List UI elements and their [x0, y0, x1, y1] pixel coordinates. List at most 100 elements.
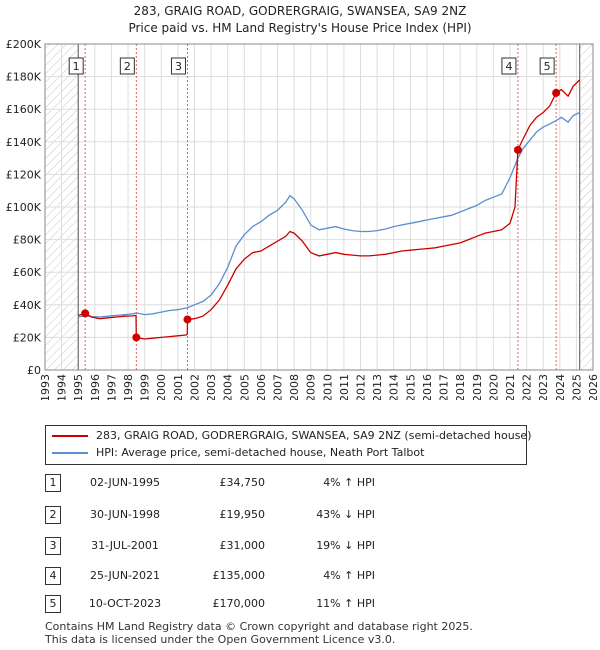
x-tick-label: 2008: [288, 374, 301, 400]
chart-subtitle: Price paid vs. HM Land Registry's House …: [128, 21, 472, 35]
x-tick-label: 2018: [454, 374, 467, 400]
x-tick-label: 2004: [222, 374, 235, 400]
sale-point: [81, 309, 90, 318]
sale-number-badge: 3: [45, 537, 61, 555]
x-tick-label: 1993: [39, 374, 52, 400]
sale-row: 2 30-JUN-1998 £19,950 43% ↓ HPI: [45, 506, 405, 524]
x-tick-label: 2026: [587, 374, 600, 400]
x-tick-label: 2025: [570, 374, 583, 400]
sale-price: £19,950: [219, 508, 266, 521]
sale-number-label: 2: [124, 60, 131, 73]
footer: Contains HM Land Registry data © Crown c…: [45, 620, 473, 646]
sale-row: 3 31-JUL-2001 £31,000 19% ↓ HPI: [45, 537, 405, 555]
plot-border: [44, 43, 594, 371]
x-tick-label: 2002: [188, 374, 201, 400]
x-tick-label: 2012: [355, 374, 368, 400]
sale-date: 30-JUN-1998: [89, 508, 161, 521]
x-tick-label: 2024: [554, 374, 567, 400]
sale-number-box: [501, 57, 517, 75]
legend-item-hpi: HPI: Average price, semi-detached house,…: [52, 445, 424, 461]
sale-date: 31-JUL-2001: [91, 539, 159, 552]
y-tick-label: £40K: [13, 299, 42, 312]
y-tick-label: £100K: [6, 201, 42, 214]
x-tick-label: 2023: [537, 374, 550, 400]
x-tick-label: 2000: [155, 374, 168, 400]
y-tick-label: £200K: [6, 38, 42, 51]
x-tick-label: 1996: [89, 374, 102, 400]
x-tick-label: 2007: [271, 374, 284, 400]
legend-swatch-hpi: [52, 452, 88, 454]
x-tick-label: 2014: [388, 374, 401, 400]
y-tick-label: £180K: [6, 71, 42, 84]
y-tick-label: £60K: [13, 266, 42, 279]
property-price-line: [78, 79, 581, 340]
y-tick-label: £120K: [6, 168, 42, 181]
footer-licence: This data is licensed under the Open Gov…: [45, 633, 396, 646]
sale-price: £135,000: [212, 569, 266, 582]
x-tick-label: 2010: [321, 374, 334, 400]
sale-point: [513, 145, 522, 154]
sale-price: £170,000: [212, 597, 266, 610]
sale-number-box: [119, 57, 135, 75]
sale-point: [132, 333, 141, 342]
sale-hpi-change: 11% ↑ HPI: [316, 597, 375, 610]
sale-date: 10-OCT-2023: [88, 597, 162, 610]
sale-date: 25-JUN-2021: [89, 569, 161, 582]
y-tick-label: £160K: [6, 103, 42, 116]
sale-date: 02-JUN-1995: [89, 476, 161, 489]
x-tick-label: 2015: [404, 374, 417, 400]
sale-number-badge: 5: [45, 595, 61, 613]
x-tick-label: 2022: [521, 374, 534, 400]
sale-number-label: 5: [544, 60, 551, 73]
sale-number-badge: 1: [45, 474, 61, 492]
sale-point: [552, 88, 561, 97]
x-tick-label: 2003: [205, 374, 218, 400]
x-tick-label: 2021: [504, 374, 517, 400]
legend-label-hpi: HPI: Average price, semi-detached house,…: [96, 446, 425, 459]
footer-copyright: Contains HM Land Registry data © Crown c…: [45, 620, 473, 633]
legend: 283, GRAIG ROAD, GODRERGRAIG, SWANSEA, S…: [45, 425, 531, 465]
sale-number-badge: 2: [45, 506, 61, 524]
legend-item-property: 283, GRAIG ROAD, GODRERGRAIG, SWANSEA, S…: [52, 428, 531, 444]
sale-hpi-change: 4% ↑ HPI: [323, 569, 375, 582]
sale-hpi-change: 43% ↓ HPI: [316, 508, 375, 521]
sale-number-box: [539, 57, 555, 75]
sale-price: £31,000: [219, 539, 266, 552]
x-tick-label: 1995: [72, 374, 85, 400]
sale-hpi-change: 4% ↑ HPI: [323, 476, 375, 489]
chart-title: 283, GRAIG ROAD, GODRERGRAIG, SWANSEA, S…: [133, 4, 467, 18]
x-tick-label: 1999: [139, 374, 152, 400]
x-tick-label: 2013: [371, 374, 384, 400]
price-chart: 1 2 3 4 5 £0 £20K £40K £60K £80K £100K £120K £140K £1…: [6, 38, 600, 400]
sale-number-badge: 4: [45, 567, 61, 585]
sale-hpi-change: 19% ↓ HPI: [316, 539, 375, 552]
x-tick-label: 2001: [172, 374, 185, 400]
x-tick-label: 1997: [105, 374, 118, 400]
legend-swatch-property: [52, 435, 88, 437]
y-tick-label: £80K: [13, 234, 42, 247]
x-tick-label: 2017: [438, 374, 451, 400]
sale-row: 4 25-JUN-2021 £135,000 4% ↑ HPI: [45, 567, 405, 585]
legend-label-property: 283, GRAIG ROAD, GODRERGRAIG, SWANSEA, S…: [96, 429, 532, 442]
x-tick-label: 2009: [305, 374, 318, 400]
x-tick-label: 1994: [56, 374, 69, 400]
sale-row: 1 02-JUN-1995 £34,750 4% ↑ HPI: [45, 474, 405, 492]
x-tick-label: 2011: [338, 374, 351, 400]
y-tick-label: £20K: [13, 331, 42, 344]
sale-row: 5 10-OCT-2023 £170,000 11% ↑ HPI: [45, 595, 405, 613]
y-tick-label: £0: [27, 364, 41, 377]
sale-number-label: 3: [175, 60, 182, 73]
x-tick-label: 1998: [122, 374, 135, 400]
x-tick-label: 2006: [255, 374, 268, 400]
y-tick-label: £140K: [6, 136, 42, 149]
x-tick-label: 2016: [421, 374, 434, 400]
sale-number-box: [68, 57, 84, 75]
hpi-line: [78, 111, 580, 318]
sale-price: £34,750: [219, 476, 266, 489]
sale-number-label: 1: [73, 60, 80, 73]
x-tick-label: 2005: [238, 374, 251, 400]
sale-number-label: 4: [505, 60, 512, 73]
sale-point: [183, 315, 192, 324]
sale-number-box: [170, 57, 186, 75]
x-tick-label: 2019: [471, 374, 484, 400]
